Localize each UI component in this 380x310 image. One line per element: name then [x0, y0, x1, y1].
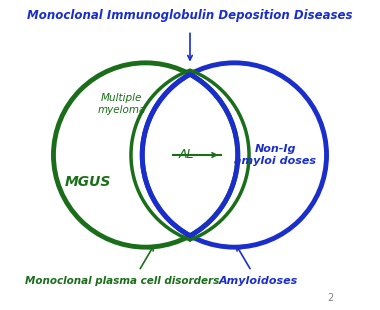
Text: AL: AL	[179, 148, 194, 162]
Text: Multiple
myeloma: Multiple myeloma	[98, 93, 146, 115]
Text: Non-Ig
amyloi doses: Non-Ig amyloi doses	[234, 144, 316, 166]
Text: MGUS: MGUS	[64, 175, 111, 189]
Text: Monoclonal Immunoglobulin Deposition Diseases: Monoclonal Immunoglobulin Deposition Dis…	[27, 9, 353, 21]
Text: Amyloidoses: Amyloidoses	[218, 277, 298, 286]
Text: 2: 2	[327, 294, 333, 303]
Text: Monoclonal plasma cell disorders: Monoclonal plasma cell disorders	[25, 277, 219, 286]
